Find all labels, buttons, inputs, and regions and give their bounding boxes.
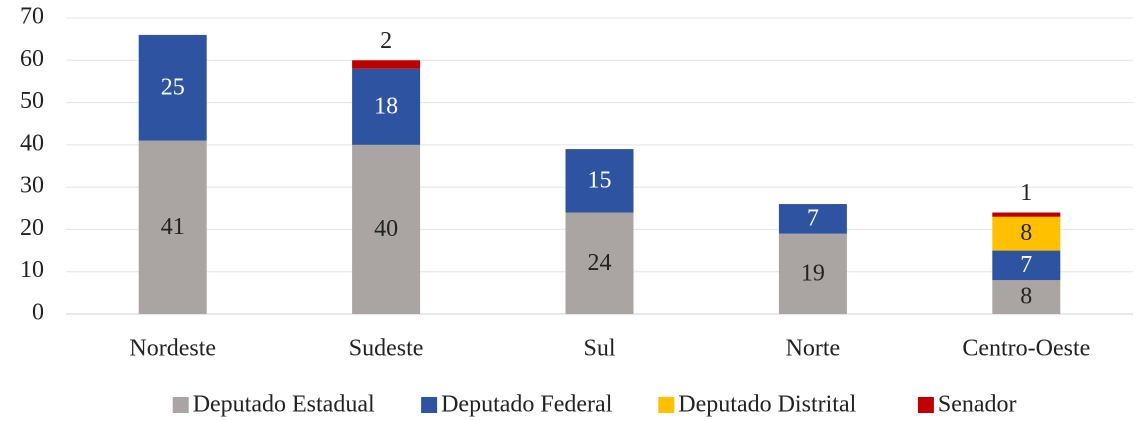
bar-segment [565,149,634,213]
bar-segment [352,144,421,314]
y-tick-label: 30 [20,173,44,199]
bar-segment [992,212,1061,217]
y-tick-label: 20 [20,215,44,241]
legend-label: Deputado Federal [441,392,613,418]
legend-label: Deputado Distrital [678,392,856,418]
bar-segment [565,212,634,314]
data-label: 7 [807,205,819,231]
legend-swatch [658,397,675,413]
legend-label: Senador [938,392,1017,418]
y-tick-label: 50 [20,88,44,114]
x-tick-label: Nordeste [129,336,216,362]
y-tick-label: 0 [32,300,44,326]
bar-segment [992,280,1061,314]
x-tick-label: Sul [583,336,615,362]
data-label: 7 [1020,252,1032,278]
bar-segment [778,204,847,234]
bar-segment [138,34,207,141]
bar-segment [778,233,847,314]
bar-segment [352,60,421,69]
data-label: 2 [380,28,392,54]
x-tick-label: Norte [786,336,841,362]
data-label: 18 [374,93,398,119]
data-label: 8 [1020,220,1032,246]
x-tick-label: Sudeste [349,336,424,362]
legend-swatch [917,397,934,413]
bar-segment [352,68,421,145]
bar-segment [992,216,1061,251]
data-label: 19 [801,260,825,286]
data-label: 41 [161,214,185,240]
y-tick-label: 10 [20,257,44,283]
data-label: 8 [1020,284,1032,310]
data-label: 15 [588,167,612,193]
legend-swatch [421,397,438,413]
x-tick-label: Centro-Oeste [962,336,1090,362]
y-tick-label: 70 [20,4,44,30]
legend-swatch [172,397,189,413]
data-label: 1 [1020,180,1032,206]
legend-label: Deputado Estadual [193,392,375,418]
bar-segment [992,250,1061,281]
data-label: 40 [374,216,398,242]
y-tick-label: 40 [20,130,44,156]
data-label: 25 [161,74,185,100]
bar-segment [138,140,207,314]
y-tick-label: 60 [20,46,44,72]
data-label: 24 [588,250,612,276]
